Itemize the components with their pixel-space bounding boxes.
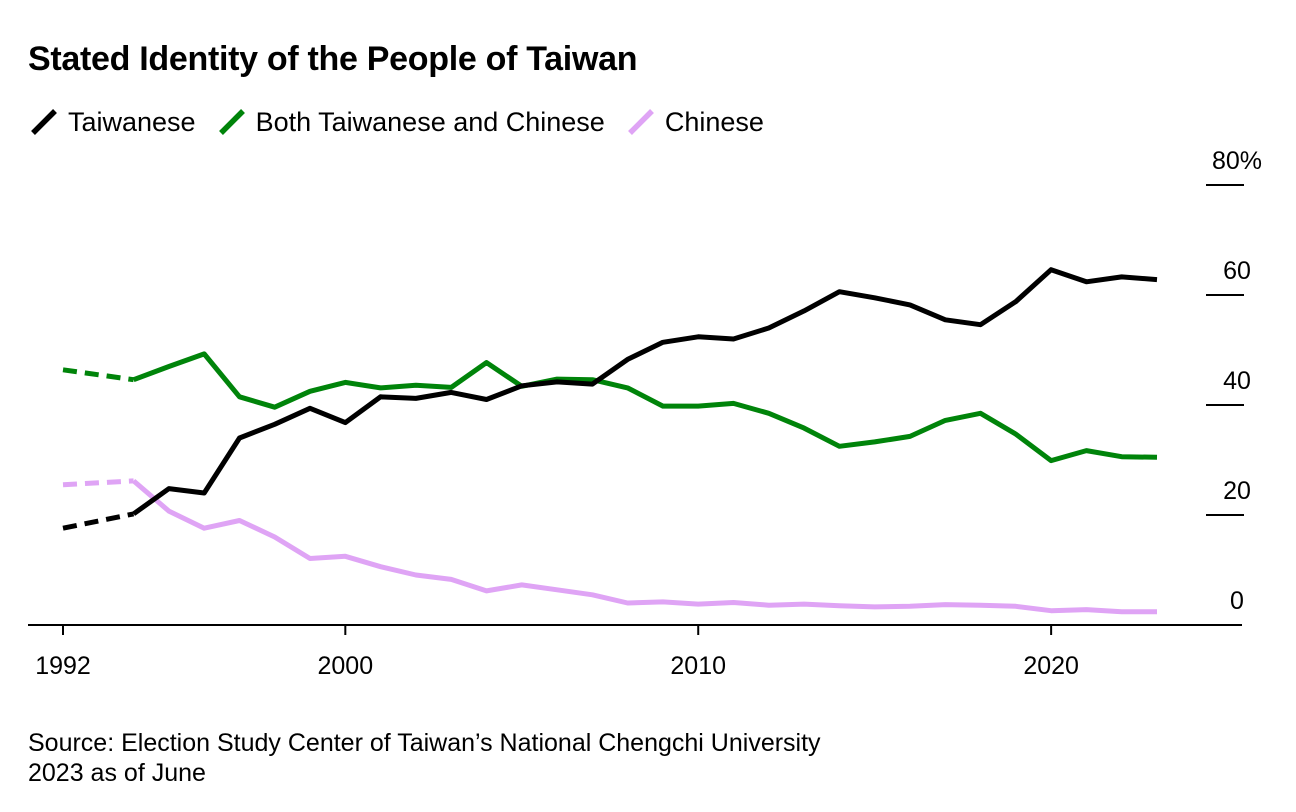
chart-title: Stated Identity of the People of Taiwan: [28, 40, 638, 78]
series-line-chinese: [131, 479, 1157, 615]
legend-swatch-taiwanese: [31, 109, 57, 135]
series-line-dashed-both: [62, 367, 134, 383]
x-tick-label-2020: 2020: [1023, 652, 1079, 680]
legend-item-taiwanese: Taiwanese: [28, 106, 196, 138]
legend-label-chinese: Chinese: [664, 106, 764, 137]
date-note: 2023 as of June: [28, 759, 206, 787]
x-tick-label-2010: 2010: [670, 652, 726, 680]
series-line-taiwanese: [132, 267, 1158, 516]
series-line-dashed-chinese: [62, 478, 134, 488]
legend-swatch-chinese: [627, 109, 654, 135]
series-line-dashed-taiwanese: [62, 511, 135, 531]
y-tick-label-40: 40: [1223, 367, 1251, 395]
source-text: Source: Election Study Center of Taiwan’…: [28, 729, 821, 757]
y-tick-label-20: 20: [1223, 477, 1251, 505]
legend-swatch-both: [218, 109, 245, 135]
legend-label-both: Both Taiwanese and Chinese: [255, 106, 605, 137]
series-line-both: [132, 351, 1158, 464]
chart-legend: Taiwanese Both Taiwanese and Chinese Chi…: [28, 104, 784, 140]
legend-item-both: Both Taiwanese and Chinese: [216, 106, 605, 138]
y-tick-label-0: 0: [1230, 587, 1244, 615]
y-tick-label-60: 60: [1223, 257, 1251, 285]
x-tick-label-2000: 2000: [318, 652, 374, 680]
legend-item-chinese: Chinese: [625, 106, 764, 138]
x-tick-label-1992: 1992: [35, 652, 91, 680]
y-tick-label-80: 80%: [1212, 147, 1262, 175]
source-note: Source: Election Study Center of Taiwan’…: [28, 728, 821, 788]
legend-label-taiwanese: Taiwanese: [68, 106, 196, 137]
